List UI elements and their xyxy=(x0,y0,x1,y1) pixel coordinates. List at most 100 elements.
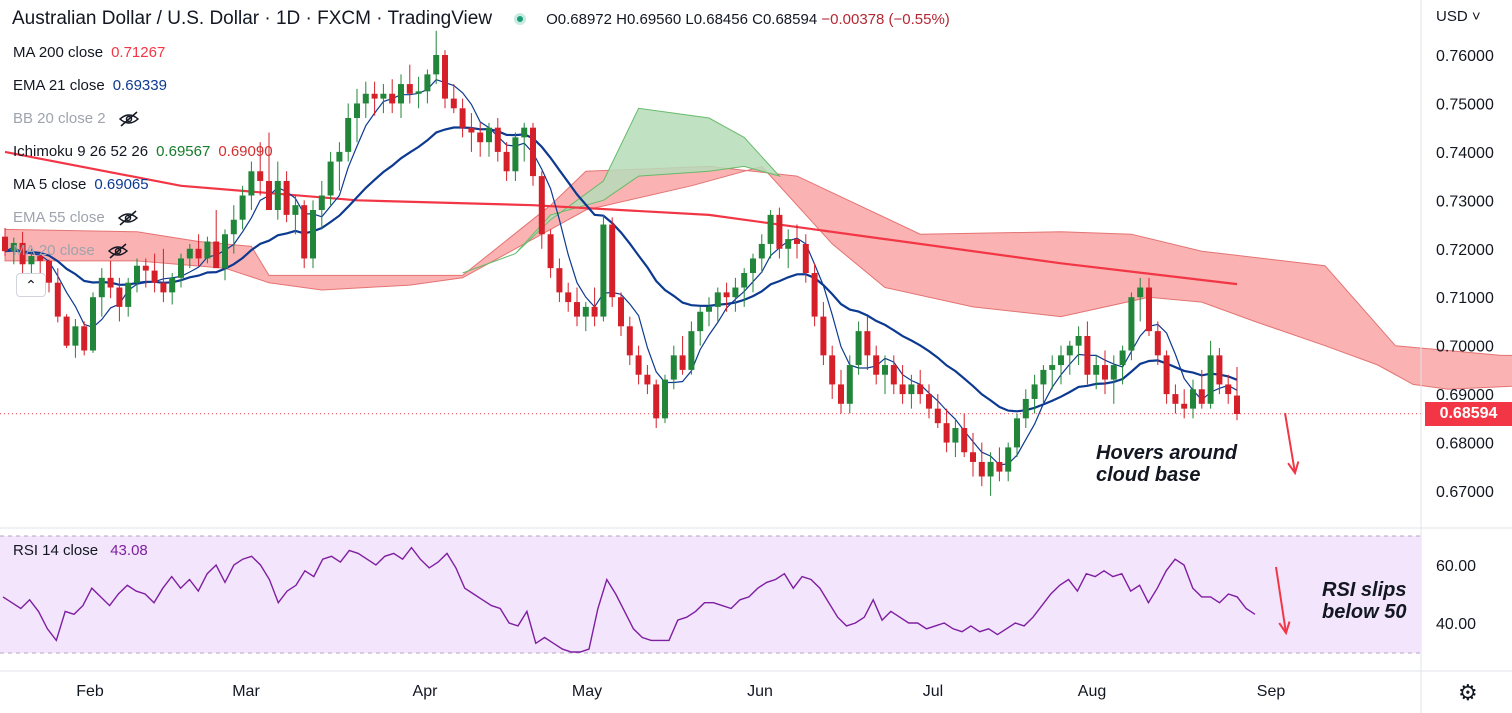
candle xyxy=(688,321,695,375)
rsi-legend[interactable]: RSI 14 close 43.08 xyxy=(13,542,148,559)
candle-body xyxy=(750,258,756,273)
candle xyxy=(1119,345,1126,385)
hidden-eye-icon[interactable] xyxy=(107,242,129,259)
candle-body xyxy=(776,214,783,249)
price-tick-label: 0.74000 xyxy=(1436,145,1494,162)
annotation-line: Hovers around xyxy=(1096,442,1238,464)
legend-ema21[interactable]: EMA 21 close 0.69339 xyxy=(13,77,167,94)
candles[interactable] xyxy=(2,30,1240,496)
candle-body xyxy=(1137,287,1144,298)
candle-body xyxy=(204,241,211,259)
candle xyxy=(195,234,202,266)
candle-body xyxy=(1207,355,1214,404)
candle xyxy=(890,355,897,395)
candle-body xyxy=(530,127,536,177)
candle xyxy=(1014,413,1020,458)
rsi-band xyxy=(0,536,1421,653)
candle-body xyxy=(503,151,510,172)
candle-body xyxy=(494,127,501,152)
arrow-shaft xyxy=(1275,566,1287,634)
candle xyxy=(54,268,61,323)
open-value: O0.68972 xyxy=(546,10,612,28)
ma200-line xyxy=(4,150,1238,286)
candle xyxy=(1190,379,1196,419)
symbol-title[interactable]: Australian Dollar / U.S. Dollar · 1D · F… xyxy=(12,8,493,29)
collapse-legend-button[interactable]: ⌃ xyxy=(16,273,46,297)
candle-body xyxy=(90,297,96,351)
candle xyxy=(248,161,255,211)
legend-ma20[interactable]: MA 20 close xyxy=(13,242,129,259)
candle xyxy=(750,253,756,293)
candle xyxy=(433,30,440,85)
candle-body xyxy=(266,180,272,211)
candle xyxy=(1031,374,1038,414)
candle-body xyxy=(389,93,396,104)
candle-body xyxy=(336,151,343,162)
candle-body xyxy=(37,256,44,261)
hidden-eye-icon[interactable] xyxy=(117,209,139,226)
candle-body xyxy=(706,306,712,312)
candle xyxy=(723,282,730,312)
candle xyxy=(1049,355,1056,390)
legend-ma200[interactable]: MA 200 close 0.71267 xyxy=(13,44,165,61)
time-tick-label: Feb xyxy=(76,683,104,700)
candle xyxy=(996,447,1003,482)
candle-body xyxy=(274,180,281,211)
legend-label: MA 20 close xyxy=(13,242,95,259)
legend-label: MA 200 close xyxy=(13,44,104,61)
candle-body xyxy=(1031,384,1038,399)
legend-bb20[interactable]: BB 20 close 2 xyxy=(13,110,140,127)
candle-body xyxy=(362,93,369,104)
candle xyxy=(362,81,369,118)
candle xyxy=(1022,389,1029,429)
candle-body xyxy=(961,428,968,453)
candle xyxy=(635,345,642,385)
candle-body xyxy=(486,127,492,143)
candle-body xyxy=(574,302,580,317)
candle xyxy=(1110,355,1117,404)
legend-ichimoku[interactable]: Ichimoku 9 26 52 26 0.69567 0.69090 xyxy=(13,143,273,160)
candle-body xyxy=(310,210,316,259)
candle xyxy=(644,365,651,395)
candle xyxy=(230,205,237,254)
candle-body xyxy=(72,326,79,346)
legend-ma5[interactable]: MA 5 close 0.69065 xyxy=(13,176,149,193)
candle-body xyxy=(1040,369,1047,385)
candle-body xyxy=(943,423,950,443)
candle-body xyxy=(468,127,475,133)
candle-body xyxy=(697,311,704,332)
candle xyxy=(415,76,422,109)
candle xyxy=(1093,355,1100,390)
candle-body xyxy=(926,394,932,409)
gear-icon[interactable]: ⚙ xyxy=(1458,680,1478,705)
hidden-eye-icon[interactable] xyxy=(118,110,140,127)
candle-body xyxy=(1005,447,1012,472)
candle xyxy=(1181,389,1188,419)
currency-selector[interactable]: USD ˅ xyxy=(1436,8,1481,25)
candle xyxy=(785,229,792,269)
candle xyxy=(213,210,220,269)
legend-ema55[interactable]: EMA 55 close xyxy=(13,209,139,226)
candle-body xyxy=(662,379,668,419)
time-tick-label: Aug xyxy=(1078,683,1106,700)
candle xyxy=(116,277,123,322)
candle xyxy=(1216,348,1223,395)
price-tick-label: 0.75000 xyxy=(1436,96,1494,113)
candle-body xyxy=(406,84,413,94)
candle-body xyxy=(345,117,352,152)
candle xyxy=(1102,350,1108,395)
candle xyxy=(838,369,844,414)
high-value: H0.69560 xyxy=(616,10,682,28)
time-tick-label: Mar xyxy=(232,683,260,700)
candle-body xyxy=(688,331,695,370)
candle-body xyxy=(1198,389,1205,404)
candle xyxy=(1075,326,1082,366)
candle xyxy=(160,248,167,303)
candle-body xyxy=(248,171,255,196)
rsi-annotation: RSI slips below 50 xyxy=(1322,579,1406,623)
candle xyxy=(811,263,818,327)
candle-body xyxy=(820,316,827,356)
legend-label: Ichimoku 9 26 52 26 xyxy=(13,143,149,160)
candle-body xyxy=(1022,398,1029,419)
candle-body xyxy=(653,384,660,419)
